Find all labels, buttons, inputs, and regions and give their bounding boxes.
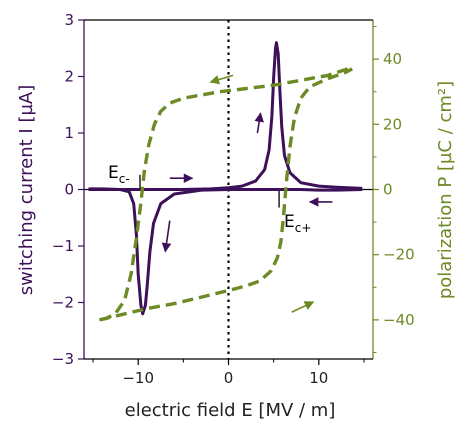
x-tick-label: 10	[309, 369, 328, 387]
svg-text:Ec-: Ec-	[108, 163, 130, 186]
direction-arrow-1	[161, 220, 172, 253]
polarization-branch-3	[99, 67, 353, 322]
polarization-branch-2	[99, 67, 349, 322]
left-y-tick-label: 1	[64, 124, 74, 142]
x-tick-label: −10	[122, 369, 154, 387]
left-y-tick-label: 2	[64, 68, 74, 86]
direction-arrow-3	[254, 112, 264, 134]
annotation-ec-minus: Ec-	[108, 163, 130, 186]
right-y-tick-label: −20	[383, 246, 415, 264]
left-y-axis-label: switching current I [µA]	[16, 85, 37, 296]
ec-minus-subscript: c-	[119, 172, 130, 186]
right-y-tick-label: −40	[383, 311, 415, 329]
ec-plus-letter: E	[284, 212, 295, 232]
annotation-ec-plus: Ec+	[284, 212, 311, 235]
left-y-tick-label: 3	[64, 11, 74, 29]
svg-text:Ec+: Ec+	[284, 212, 311, 235]
right-y-tick-label: 0	[383, 181, 393, 199]
direction-arrow-4	[209, 74, 234, 85]
right-y-tick-label: 40	[383, 50, 402, 68]
left-y-tick-label: −2	[52, 294, 74, 312]
ec-plus-subscript: c+	[295, 221, 312, 235]
current-branch-0	[88, 187, 363, 316]
left-y-tick-label: 0	[64, 181, 74, 199]
direction-arrow-5	[291, 301, 315, 313]
current-branch-1	[88, 41, 363, 191]
right-y-axis-label: polarization P [µC / cm²]	[435, 81, 456, 299]
x-tick-label: 0	[224, 369, 234, 387]
left-y-tick-label: −1	[52, 237, 74, 255]
right-y-tick-label: 20	[383, 115, 402, 133]
ec-minus-letter: E	[108, 163, 119, 183]
series-group	[88, 41, 363, 322]
x-axis-label: electric field E [MV / m]	[125, 400, 336, 421]
arrow-annotations	[161, 74, 333, 313]
left-y-tick-label: −3	[52, 350, 74, 368]
